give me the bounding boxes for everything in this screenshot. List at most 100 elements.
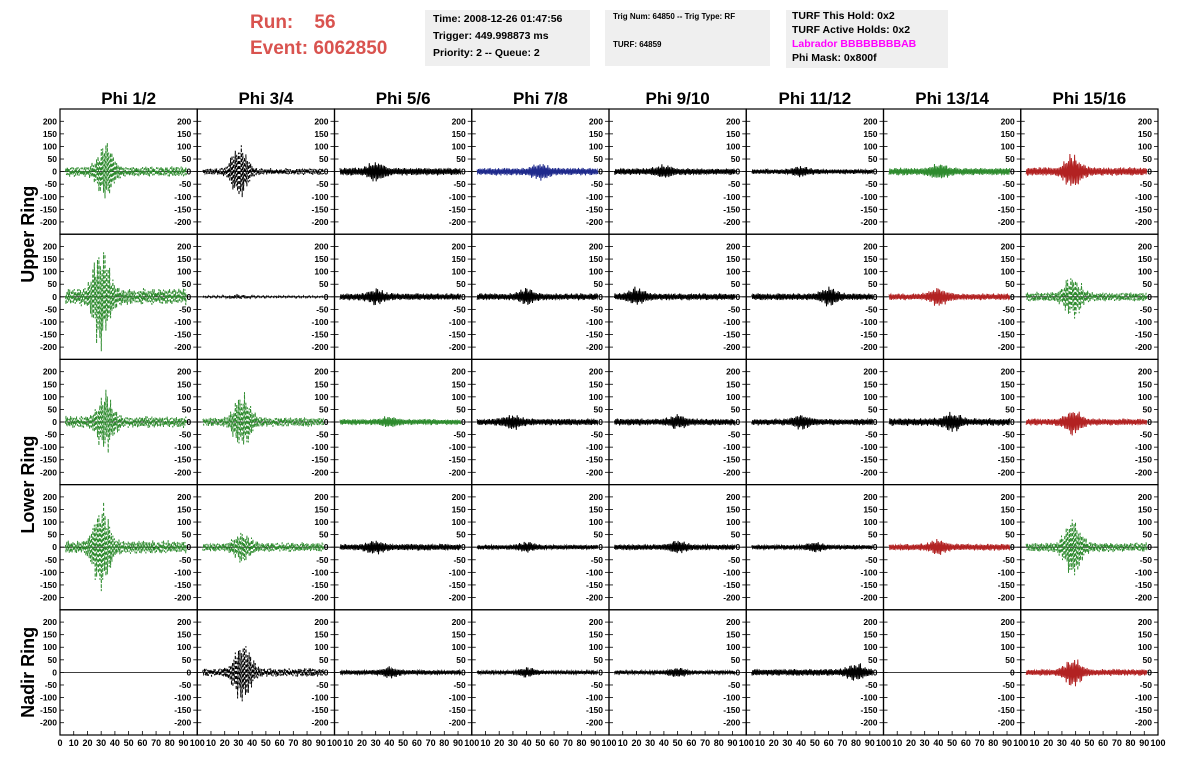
x-tick-label: 100 (1013, 738, 1028, 748)
x-tick-label: 70 (288, 738, 298, 748)
y-tick-label: -100 (998, 192, 1015, 202)
y-tick-label: -200 (174, 467, 191, 477)
y-tick-label: -100 (311, 567, 328, 577)
y-tick-label: 200 (314, 367, 328, 377)
y-tick-label: 100 (589, 141, 603, 151)
waveform-trace (202, 646, 324, 702)
y-tick-label: 200 (452, 492, 466, 502)
waveform-trace (751, 166, 873, 178)
x-tick-label: 70 (837, 738, 847, 748)
y-tick-label: 50 (48, 154, 58, 164)
event-value: 6062850 (313, 38, 388, 59)
y-tick-label: -50 (728, 179, 741, 189)
waveform-trace (65, 389, 187, 454)
y-tick-label: 150 (1138, 379, 1152, 389)
y-tick-label: 150 (1138, 630, 1152, 640)
waveform-trace (339, 666, 462, 679)
waveform-trace (614, 540, 736, 554)
y-tick-label: -50 (45, 680, 58, 690)
y-tick-label: 150 (1001, 630, 1015, 640)
column-header: Phi 11/12 (778, 89, 851, 108)
y-tick-label: -100 (174, 567, 191, 577)
y-tick-label: -50 (728, 304, 741, 314)
y-tick-label: -50 (453, 680, 466, 690)
y-tick-label: 200 (863, 617, 877, 627)
y-tick-label: -100 (998, 317, 1015, 327)
x-tick-label: 50 (947, 738, 957, 748)
column-header: Phi 3/4 (238, 89, 293, 108)
x-tick-label: 20 (906, 738, 916, 748)
y-tick-label: -100 (1135, 567, 1152, 577)
x-tick-label: 50 (673, 738, 683, 748)
y-tick-label: 50 (182, 530, 192, 540)
y-tick-label: -150 (998, 204, 1015, 214)
x-tick-label: 60 (1098, 738, 1108, 748)
x-tick-label: 20 (82, 738, 92, 748)
y-tick-label: -100 (311, 317, 328, 327)
y-tick-label: 100 (1001, 392, 1015, 402)
y-tick-label: -150 (174, 580, 191, 590)
y-tick-label: -50 (45, 555, 58, 565)
y-tick-label: -50 (45, 304, 58, 314)
y-tick-label: 200 (1001, 116, 1015, 126)
y-tick-label: -150 (40, 580, 57, 590)
y-tick-label: 100 (43, 517, 57, 527)
y-tick-label: 200 (863, 492, 877, 502)
y-tick-label: 150 (1001, 254, 1015, 264)
y-tick-label: 100 (43, 642, 57, 652)
x-tick-label: 10 (755, 738, 765, 748)
x-tick-label: 50 (261, 738, 271, 748)
y-tick-label: 50 (319, 530, 329, 540)
column-header: Phi 13/14 (915, 89, 989, 108)
y-tick-label: 150 (863, 254, 877, 264)
y-tick-label: 150 (177, 379, 191, 389)
x-tick-label: 60 (137, 738, 147, 748)
y-tick-label: -50 (1002, 555, 1015, 565)
y-tick-label: -50 (1140, 179, 1153, 189)
y-tick-label: -150 (174, 330, 191, 340)
y-tick-label: -150 (449, 455, 466, 465)
y-tick-label: 200 (177, 617, 191, 627)
y-tick-label: 150 (726, 129, 740, 139)
y-tick-label: 50 (731, 154, 741, 164)
y-tick-label: -200 (449, 217, 466, 227)
y-tick-label: 150 (177, 630, 191, 640)
y-tick-label: -200 (998, 593, 1015, 603)
waveform-trace (751, 286, 873, 307)
x-tick-label: 40 (796, 738, 806, 748)
y-tick-label: -50 (453, 179, 466, 189)
x-tick-label: 70 (426, 738, 436, 748)
y-tick-label: 200 (1138, 492, 1152, 502)
x-tick-label: 60 (824, 738, 834, 748)
y-tick-label: -200 (998, 718, 1015, 728)
waveform-trace (614, 667, 736, 677)
y-tick-label: -100 (40, 317, 57, 327)
x-tick-label: 90 (179, 738, 189, 748)
y-tick-label: -100 (449, 693, 466, 703)
y-tick-label: -100 (311, 693, 328, 703)
y-tick-label: -150 (311, 455, 328, 465)
y-tick-label: 200 (1001, 241, 1015, 251)
y-tick-label: -100 (40, 567, 57, 577)
waveform-trace (614, 286, 736, 305)
x-tick-label: 50 (1084, 738, 1094, 748)
waveform-trace (1025, 519, 1148, 576)
y-tick-label: 150 (314, 254, 328, 264)
y-tick-label: -150 (586, 705, 603, 715)
y-tick-label: -50 (728, 555, 741, 565)
x-tick-label: 90 (590, 738, 600, 748)
y-tick-label: -50 (1140, 430, 1153, 440)
y-tick-label: -200 (311, 467, 328, 477)
waveform-trace (339, 416, 462, 428)
y-tick-label: 200 (726, 367, 740, 377)
y-tick-label: -200 (40, 593, 57, 603)
y-tick-label: 100 (43, 141, 57, 151)
x-tick-label: 90 (1002, 738, 1012, 748)
